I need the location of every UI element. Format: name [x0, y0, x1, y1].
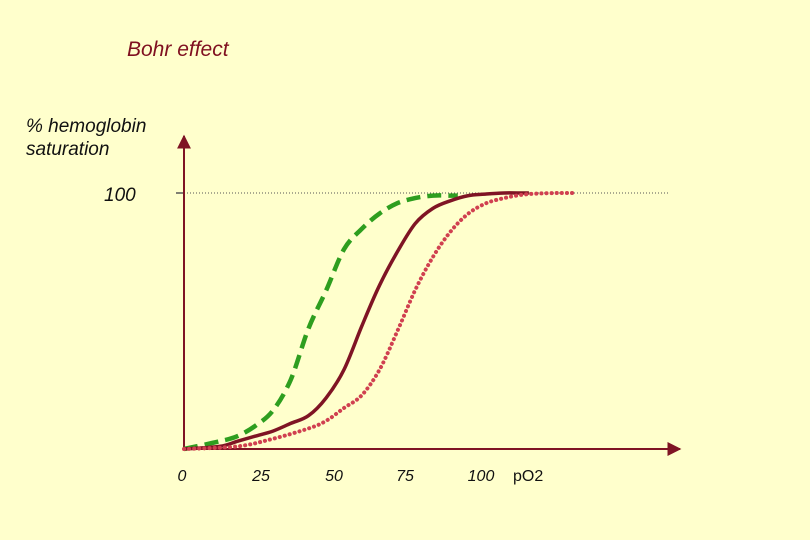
x-tick-label-50: 50 — [325, 468, 343, 485]
x-tick-label-100: 100 — [468, 468, 495, 485]
x-axis-label: pO2 — [513, 468, 543, 485]
x-tick-label-0: 0 — [178, 468, 187, 485]
y-axis-label-line-1: % hemoglobin — [26, 116, 146, 137]
x-tick-label-25: 25 — [251, 468, 270, 485]
y-axis-label-line-2: saturation — [26, 139, 109, 160]
chart-title: Bohr effect — [127, 38, 230, 61]
series-line-dashed — [183, 193, 458, 452]
series-group — [182, 190, 578, 452]
y-tick-label-100: 100 — [104, 185, 136, 206]
series-line-solid — [183, 191, 529, 451]
series-line-dotted — [182, 190, 578, 451]
x-tick-label-75: 75 — [396, 468, 414, 485]
